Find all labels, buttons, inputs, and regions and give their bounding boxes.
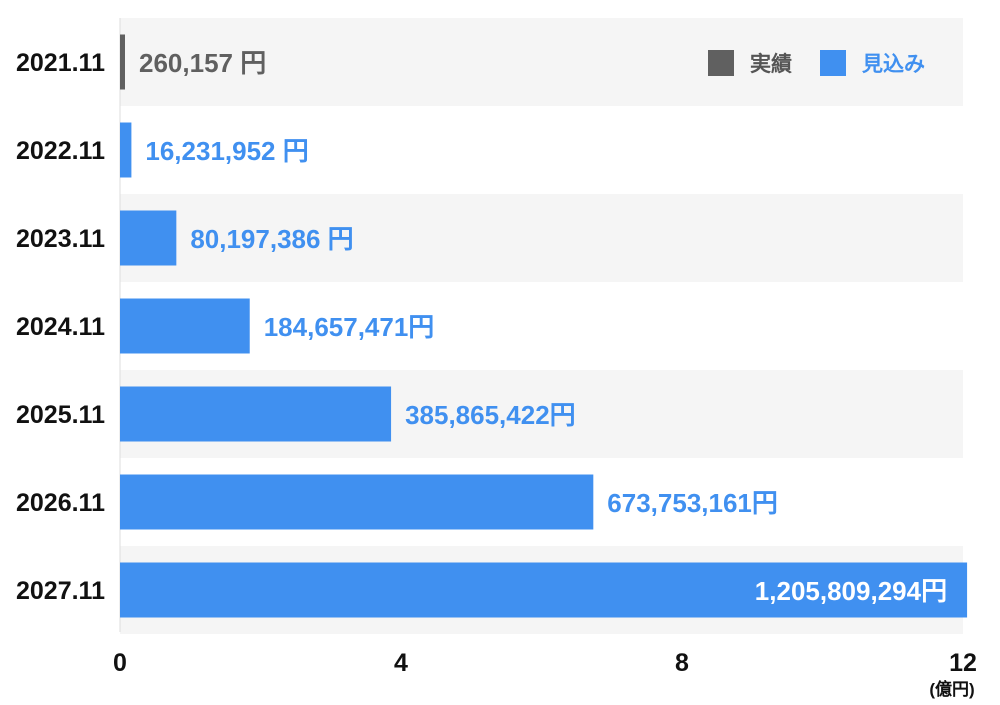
value-label: 385,865,422円 — [405, 400, 576, 430]
x-axis-unit: (億円) — [929, 679, 974, 699]
legend-label-actual: 実績 — [750, 52, 792, 76]
x-tick-label: 0 — [113, 649, 127, 677]
bar — [120, 122, 132, 178]
bar — [120, 34, 125, 90]
row-band — [120, 194, 963, 282]
x-tick-label: 12 — [949, 649, 977, 677]
category-label: 2022.11 — [16, 137, 105, 165]
x-tick-label: 8 — [675, 649, 689, 677]
category-label: 2024.11 — [16, 313, 105, 341]
category-label: 2023.11 — [16, 225, 105, 253]
bar — [120, 386, 392, 442]
legend-label-forecast: 見込み — [862, 53, 925, 76]
value-label: 260,157 円 — [139, 48, 266, 78]
category-label: 2027.11 — [16, 577, 105, 605]
value-labels: 260,157 円 16,231,952 円 80,197,386 円 184,657… — [139, 48, 947, 606]
value-label: 673,753,161円 — [607, 488, 778, 518]
bar — [120, 298, 250, 354]
bar — [120, 562, 968, 618]
value-label: 80,197,386 円 — [190, 224, 353, 254]
x-tick-label: 4 — [394, 649, 408, 677]
value-label: 16,231,952 円 — [145, 136, 308, 166]
legend-swatch-actual — [708, 50, 734, 76]
x-axis-ticks: 0 4 8 12 — [113, 649, 977, 677]
category-label: 2021.11 — [16, 49, 105, 77]
value-label: 184,657,471円 — [264, 312, 435, 342]
value-label: 1,205,809,294円 — [755, 576, 947, 606]
bars-group — [120, 34, 968, 618]
bar — [120, 474, 594, 530]
legend-swatch-forecast — [820, 50, 846, 76]
category-label: 2025.11 — [16, 401, 105, 429]
category-label: 2026.11 — [16, 489, 105, 517]
bar — [120, 210, 177, 266]
row-bands — [120, 18, 963, 634]
legend: 実績 見込み — [708, 50, 925, 76]
category-labels: 2021.11 2022.11 2023.11 2024.11 2025.11 2026.… — [16, 49, 105, 605]
